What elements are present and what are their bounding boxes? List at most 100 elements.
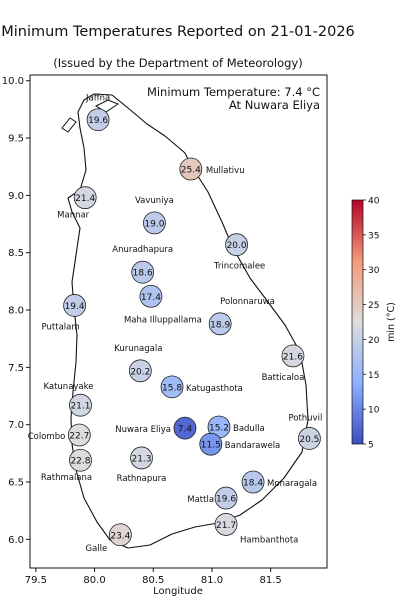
station-value-label: 25.4 bbox=[181, 166, 201, 176]
station-name-label: Hambanthota bbox=[240, 535, 298, 545]
station-value-label: 21.3 bbox=[131, 454, 151, 464]
station-value-label: 15.2 bbox=[209, 423, 229, 433]
station-marker bbox=[297, 427, 321, 450]
colorbar-tick-label: 20 bbox=[368, 336, 380, 346]
station-value-label: 19.0 bbox=[144, 219, 164, 229]
colorbar-tick-label: 35 bbox=[368, 231, 379, 241]
y-tick-label: 10.0 bbox=[2, 76, 24, 87]
y-axis-ticks: 6.0 6.5 7.0 7.5 8.0 8.5 9.0 9.5 10.0 bbox=[2, 76, 30, 546]
station-name-label: Rathmalana bbox=[41, 473, 92, 483]
station-value-label: 18.6 bbox=[133, 269, 153, 279]
colorbar-tick-label: 30 bbox=[368, 266, 380, 276]
x-axis-ticks: 79.5 80.0 80.5 81.0 81.5 bbox=[25, 568, 282, 586]
station-marker bbox=[214, 513, 238, 536]
station-marker bbox=[63, 294, 87, 317]
annotation-line-1: Minimum Temperature: 7.4 °C bbox=[147, 85, 320, 99]
station-name-label: Rathnapura bbox=[117, 474, 167, 484]
station-marker bbox=[130, 446, 153, 470]
station-value-label: 18.4 bbox=[243, 479, 263, 489]
y-tick-label: 7.5 bbox=[8, 363, 24, 374]
station-marker bbox=[67, 423, 91, 447]
station-name-label: Jaffna bbox=[85, 94, 110, 104]
colorbar-tick-label: 10 bbox=[368, 406, 380, 416]
annotation-line-2: At Nuwara Eliya bbox=[229, 98, 320, 112]
station-marker bbox=[139, 284, 163, 308]
chart-title: Minimum Temperatures Reported on 21-01-2… bbox=[1, 24, 355, 40]
station-value-label: 22.7 bbox=[69, 432, 89, 442]
station-name-label: Trincomalee bbox=[213, 262, 265, 272]
station-marker bbox=[281, 344, 305, 368]
x-tick-label: 79.5 bbox=[25, 575, 47, 586]
station-value-label: 18.9 bbox=[210, 320, 230, 330]
station-name-label: Monaragala bbox=[267, 479, 317, 489]
plot-frame bbox=[29, 74, 328, 569]
station-marker bbox=[241, 470, 265, 494]
station-marker bbox=[131, 260, 155, 284]
station-marker bbox=[214, 486, 238, 510]
station-marker bbox=[86, 108, 110, 132]
station-value-label: 21.1 bbox=[70, 402, 90, 412]
station-marker bbox=[69, 448, 92, 472]
station-markers: 19.6 Jaffna 25.4 Mullativu 21.4 Mannar 19.0 Vav… bbox=[28, 94, 323, 554]
station-marker bbox=[108, 523, 132, 547]
station-marker bbox=[173, 416, 197, 440]
station-name-label: Kurunagala bbox=[114, 344, 162, 354]
station-marker bbox=[225, 233, 249, 257]
station-value-label: 21.4 bbox=[75, 194, 95, 204]
station-marker bbox=[199, 432, 223, 456]
colorbar bbox=[351, 199, 364, 445]
y-tick-label: 9.5 bbox=[8, 134, 24, 145]
station-marker bbox=[69, 393, 92, 417]
station-marker bbox=[143, 211, 166, 235]
y-tick-label: 8.5 bbox=[8, 248, 24, 259]
colorbar-ticks: 5 10 15 20 25 30 35 40 bbox=[363, 197, 380, 451]
y-tick-label: 6.0 bbox=[8, 535, 24, 546]
colorbar-label: min (°C) bbox=[386, 302, 397, 342]
station-name-label: Mattla bbox=[187, 495, 214, 505]
station-marker bbox=[160, 375, 184, 399]
station-marker bbox=[128, 359, 152, 383]
station-marker bbox=[179, 157, 203, 181]
station-name-label: Katunayake bbox=[43, 382, 93, 392]
station-name-label: Katugasthota bbox=[186, 384, 243, 394]
y-tick-label: 7.0 bbox=[8, 420, 24, 431]
station-marker bbox=[73, 186, 97, 210]
station-name-label: Nuwara Eliya bbox=[115, 425, 171, 435]
chart-subtitle: (Issued by the Department of Meteorology… bbox=[53, 56, 303, 70]
x-axis-label: Longitude bbox=[153, 586, 203, 597]
station-marker bbox=[208, 312, 232, 336]
station-value-label: 19.4 bbox=[65, 302, 85, 312]
station-value-label: 7.4 bbox=[178, 425, 193, 435]
station-value-label: 15.8 bbox=[162, 383, 182, 393]
station-name-label: Mannar bbox=[57, 211, 90, 221]
station-name-label: Galle bbox=[86, 544, 108, 554]
station-value-label: 22.8 bbox=[70, 457, 90, 467]
station-value-label: 21.7 bbox=[216, 521, 236, 531]
station-name-label: Anuradhapura bbox=[112, 245, 173, 255]
station-value-label: 21.6 bbox=[283, 352, 303, 362]
station-value-label: 19.6 bbox=[88, 116, 108, 126]
x-tick-label: 81.0 bbox=[201, 575, 223, 586]
station-name-label: Colombo bbox=[28, 432, 66, 442]
station-value-label: 20.5 bbox=[299, 435, 319, 445]
x-tick-label: 80.0 bbox=[83, 575, 105, 586]
station-name-label: Vavuniya bbox=[135, 196, 174, 206]
y-tick-label: 9.0 bbox=[8, 191, 24, 202]
station-value-label: 23.4 bbox=[110, 531, 130, 541]
station-value-label: 17.4 bbox=[141, 293, 161, 303]
station-value-label: 11.5 bbox=[201, 441, 221, 451]
colorbar-tick-label: 5 bbox=[368, 441, 374, 451]
colorbar-tick-label: 15 bbox=[368, 371, 379, 381]
station-value-label: 20.0 bbox=[227, 241, 247, 251]
station-name-label: Polonnaruwa bbox=[220, 297, 275, 307]
station-name-label: Mullativu bbox=[206, 166, 245, 176]
x-tick-label: 81.5 bbox=[260, 575, 282, 586]
station-name-label: Bandarawela bbox=[225, 441, 280, 451]
station-value-label: 20.2 bbox=[130, 367, 150, 377]
station-value-label: 19.6 bbox=[216, 495, 236, 505]
x-tick-label: 80.5 bbox=[142, 575, 164, 586]
y-tick-label: 8.0 bbox=[8, 306, 24, 317]
station-name-label: Pothuvil bbox=[288, 413, 322, 423]
station-name-label: Batticaloa bbox=[262, 373, 305, 383]
